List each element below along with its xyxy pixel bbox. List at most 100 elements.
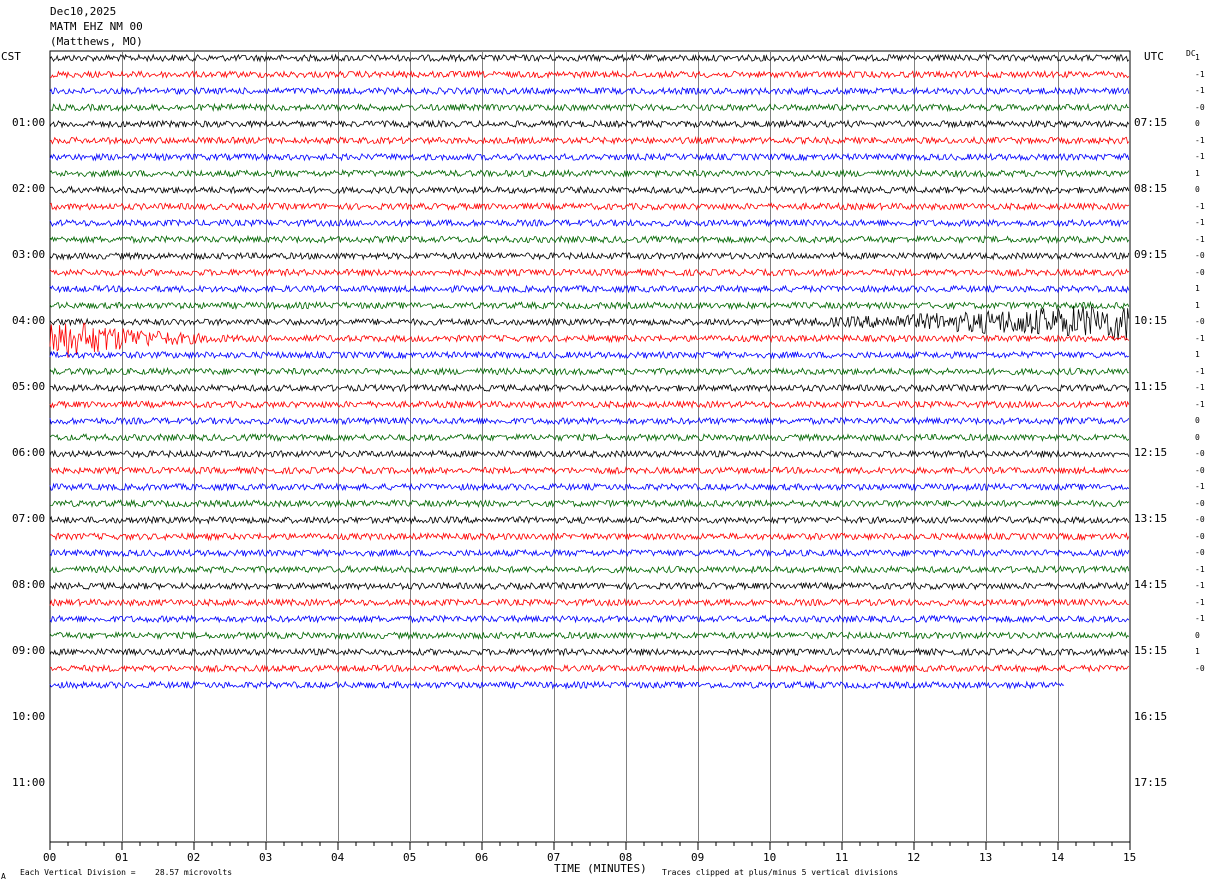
- trace-line: [49, 102, 1129, 113]
- trace-line: [49, 399, 1130, 410]
- right-hour-label: 09:15: [1134, 248, 1168, 261]
- dc-offset-label: -0: [1195, 465, 1205, 475]
- traces: [49, 53, 1130, 690]
- x-tick-label: 13: [979, 851, 993, 864]
- trace-line: [49, 564, 1130, 575]
- x-tick-label: 07: [547, 851, 561, 864]
- dc-offset-label: -1: [1195, 614, 1205, 623]
- header-location: (Matthews, MO): [50, 35, 143, 48]
- right-hour-label: 08:15: [1134, 182, 1168, 195]
- trace-line: [49, 482, 1130, 492]
- dc-offset-label: -1: [1195, 333, 1205, 343]
- trace-line: [49, 449, 1130, 459]
- trace-line: [49, 86, 1130, 96]
- trace-line: [49, 366, 1129, 377]
- trace-line: [49, 531, 1130, 542]
- dc-offset-label: -1: [1195, 366, 1205, 376]
- left-axis-title: CST: [1, 50, 21, 63]
- dc-offset-label: -0: [1195, 267, 1205, 277]
- dc-offset-label: -1: [1195, 581, 1205, 590]
- trace-line: [49, 663, 1130, 674]
- right-hour-label: 12:15: [1134, 446, 1168, 459]
- trace-line: [49, 234, 1130, 245]
- footer-corner: A: [1, 872, 6, 881]
- trace-line: [49, 515, 1130, 525]
- dc-offset-label: -1: [1195, 201, 1205, 211]
- x-tick-label: 09: [691, 851, 705, 864]
- dc-offset-label: 0: [1195, 119, 1200, 128]
- trace-line: [49, 53, 1130, 63]
- dc-offset-label: -1: [1195, 152, 1205, 161]
- dc-offset-label: 1: [1195, 300, 1200, 310]
- x-tick-label: 15: [1123, 851, 1137, 864]
- trace-line: [49, 581, 1130, 591]
- trace-line: [49, 432, 1130, 443]
- x-tick-label: 12: [907, 851, 921, 864]
- x-axis-title: TIME (MINUTES): [554, 862, 647, 875]
- dc-offset-label: 0: [1195, 432, 1200, 442]
- x-tick-label: 10: [763, 851, 777, 864]
- left-hour-label: 04:00: [12, 314, 46, 327]
- left-hour-label: 07:00: [12, 512, 46, 525]
- trace-line: [49, 630, 1130, 641]
- dc-offset-label: -0: [1195, 102, 1205, 112]
- trace-line: [49, 300, 1130, 311]
- trace-line: [49, 465, 1130, 476]
- dc-offset-label: -1: [1195, 383, 1205, 392]
- trace-line: [49, 201, 1130, 212]
- x-tick-label: 01: [115, 851, 129, 864]
- left-hour-label: 01:00: [12, 116, 46, 129]
- trace-line: [49, 135, 1130, 146]
- x-tick-label: 06: [475, 851, 489, 864]
- dc-offset-label: 1: [1195, 350, 1200, 359]
- dc-offset-label: -0: [1195, 531, 1205, 541]
- dc-offset-label: -1: [1195, 564, 1205, 574]
- left-hour-label: 10:00: [12, 710, 46, 723]
- header-station: MATM EHZ NM 00: [50, 20, 143, 33]
- left-hour-label: 05:00: [12, 380, 46, 393]
- right-hour-label: 11:15: [1134, 380, 1168, 393]
- dc-offset-label: -1: [1195, 218, 1205, 227]
- right-hour-label: 10:15: [1134, 314, 1168, 327]
- dc-offset-label: -1: [1195, 86, 1205, 95]
- dc-offset-label: -1: [1195, 399, 1205, 409]
- dc-offset-label: -1: [1195, 234, 1205, 244]
- header-date: Dec10,2025: [50, 5, 117, 18]
- dc-offset-label: 1: [1195, 284, 1200, 293]
- x-tick-label: 02: [187, 851, 201, 864]
- trace-line: [49, 218, 1129, 228]
- dc-offset-label: -0: [1195, 548, 1205, 557]
- dc-offset-label: -0: [1195, 498, 1205, 508]
- trace-line: [49, 680, 1065, 690]
- right-hour-label: 16:15: [1134, 710, 1168, 723]
- trace-line: [49, 647, 1129, 657]
- dc-label: DC: [1186, 49, 1196, 58]
- trace-line: [49, 548, 1130, 558]
- trace-line: [49, 69, 1130, 80]
- trace-line: [49, 597, 1129, 608]
- dc-offset-label: 1: [1195, 647, 1200, 656]
- x-tick-label: 03: [259, 851, 273, 864]
- dc-offset-label: -0: [1195, 663, 1205, 673]
- x-tick-label: 00: [43, 851, 57, 864]
- right-hour-label: 17:15: [1134, 776, 1168, 789]
- footer-scale-value: 28.57 microvolts: [155, 868, 233, 877]
- dc-offset-label: 0: [1195, 185, 1200, 194]
- trace-line: [49, 152, 1130, 162]
- trace-line: [49, 284, 1130, 294]
- right-hour-label: 14:15: [1134, 578, 1168, 591]
- footer-scale-prefix: Each Vertical Division =: [20, 868, 136, 877]
- trace-line: [49, 168, 1130, 179]
- dc-offset-label: 0: [1195, 630, 1200, 640]
- trace-line: [49, 498, 1130, 509]
- right-hour-label: 07:15: [1134, 116, 1168, 129]
- x-tick-label: 04: [331, 851, 345, 864]
- right-hour-label: 13:15: [1134, 512, 1168, 525]
- footer-clip-note: Traces clipped at plus/minus 5 vertical …: [662, 868, 899, 877]
- dc-offset-label: -1: [1195, 69, 1205, 79]
- dc-offset-label: -1: [1195, 597, 1205, 607]
- trace-line: [49, 322, 1130, 358]
- dc-offset-label: -0: [1195, 515, 1205, 524]
- trace-line: [49, 383, 1130, 393]
- right-axis-title: UTC: [1144, 50, 1164, 63]
